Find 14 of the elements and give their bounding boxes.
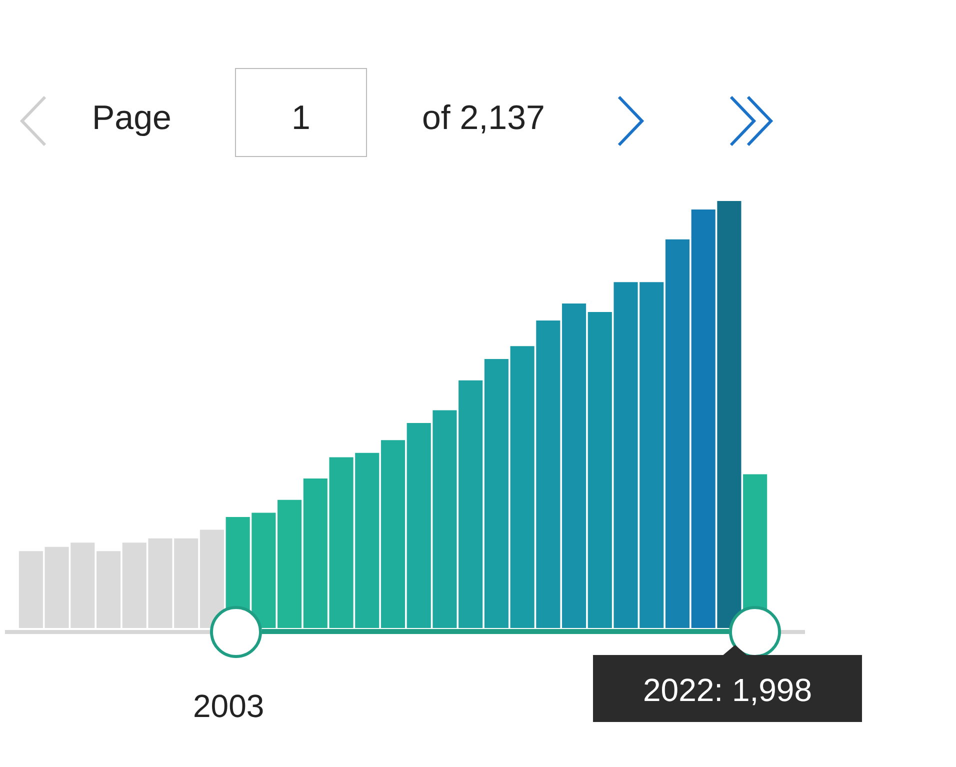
bar — [665, 239, 690, 628]
bar — [303, 478, 328, 628]
text: 2003 — [193, 688, 264, 725]
bar — [484, 358, 508, 628]
bar — [691, 210, 716, 628]
bar — [278, 500, 302, 628]
bar — [380, 440, 406, 628]
text: of 2,137 — [422, 99, 545, 138]
text: Page — [92, 99, 172, 138]
text: 1 — [290, 99, 312, 138]
bar — [96, 551, 121, 628]
text: 2022: 1,998 — [642, 672, 814, 709]
bar — [562, 303, 586, 628]
bar — [18, 551, 43, 628]
